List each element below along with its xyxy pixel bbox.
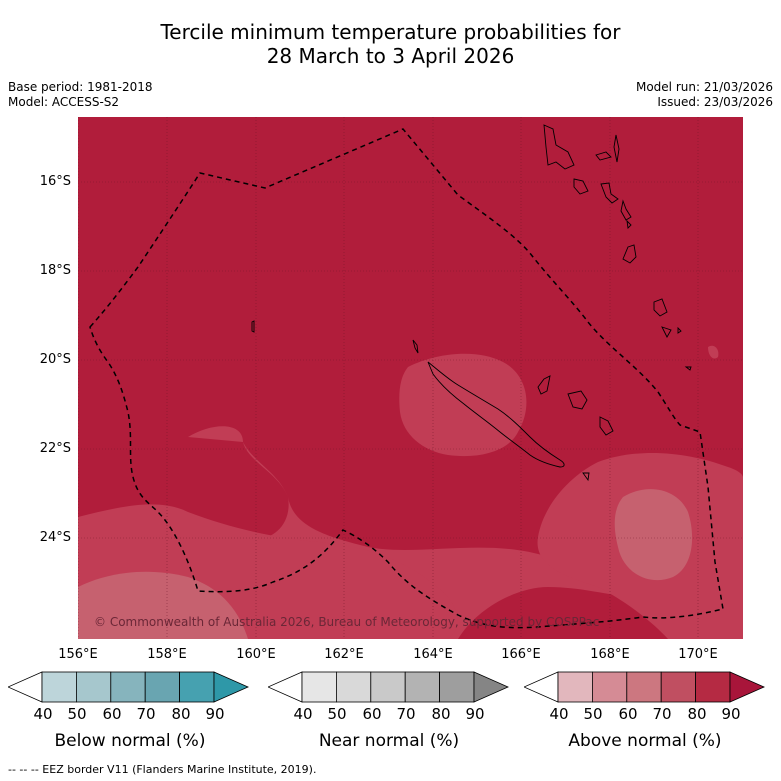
colorbar-segment — [592, 671, 628, 703]
cbar1-tick: 70 — [396, 705, 416, 723]
cbar0-tick: 90 — [205, 705, 225, 723]
copyright-notice: © Commonwealth of Australia 2026, Bureau… — [94, 615, 599, 629]
colorbar-high-extension — [213, 671, 249, 703]
shade-north-island-70 — [708, 345, 719, 359]
lon-label-160e: 160°E — [236, 647, 276, 662]
cbar2-tick: 50 — [583, 705, 603, 723]
title-line-1: Tercile minimum temperature probabilitie… — [160, 20, 621, 44]
cbar0-tick: 70 — [136, 705, 156, 723]
colorbar-low-extension — [268, 671, 303, 703]
cbar1-tick: 60 — [362, 705, 382, 723]
figure-title: Tercile minimum temperature probabilitie… — [0, 20, 781, 68]
colorbar-segment — [404, 671, 440, 703]
cbar2-tick: 70 — [652, 705, 672, 723]
shade-east-60 — [614, 489, 693, 581]
shade-southwest-60 — [78, 571, 248, 639]
colorbar-segment — [336, 671, 372, 703]
lon-label-158e: 158°E — [147, 647, 187, 662]
cbar2-tick: 60 — [618, 705, 638, 723]
probability-map: © Commonwealth of Australia 2026, Bureau… — [78, 117, 743, 639]
model-run: Model run: 21/03/2026 — [635, 80, 773, 94]
colorbar-segment — [41, 671, 77, 703]
map-panel: © Commonwealth of Australia 2026, Bureau… — [78, 117, 743, 639]
model-name: Model: ACCESS-S2 — [8, 95, 120, 109]
lat-label-20s: 20°S — [39, 352, 71, 367]
colorbar-segment — [76, 671, 112, 703]
shade-center-70 — [399, 353, 527, 457]
gridlines — [78, 117, 743, 639]
cbar1-tick: 80 — [431, 705, 451, 723]
colorbar-segment — [626, 671, 662, 703]
colorbar-below-title: Below normal (%) — [54, 731, 206, 751]
meta-left: Base period: 1981-2018 Model: ACCESS-S2 — [8, 80, 153, 110]
lat-label-22s: 22°S — [39, 441, 71, 456]
lat-label-18s: 18°S — [39, 263, 71, 278]
lon-label-170e: 170°E — [678, 647, 718, 662]
lon-label-156e: 156°E — [58, 647, 98, 662]
colorbar-high-extension — [729, 671, 765, 703]
cbar1-tick: 90 — [465, 705, 485, 723]
colorbar-segment — [660, 671, 696, 703]
eez-border — [89, 128, 724, 629]
cbar0-tick: 40 — [33, 705, 53, 723]
cbar1-tick: 40 — [293, 705, 313, 723]
cbar0-tick: 80 — [171, 705, 191, 723]
cbar1-tick: 50 — [327, 705, 347, 723]
colorbar-segment — [144, 671, 180, 703]
cbar0-tick: 60 — [102, 705, 122, 723]
lat-label-16s: 16°S — [39, 174, 71, 189]
colorbar-low-extension — [8, 671, 43, 703]
lat-label-24s: 24°S — [39, 530, 71, 545]
colorbar-segment — [695, 671, 731, 703]
lon-label-162e: 162°E — [324, 647, 364, 662]
colorbar-below-normal — [8, 671, 249, 703]
issued-date: Issued: 23/03/2026 — [657, 95, 773, 109]
colorbar-segment — [370, 671, 406, 703]
colorbar-above-normal — [524, 671, 765, 703]
cbar2-tick: 40 — [549, 705, 569, 723]
lon-label-164e: 164°E — [413, 647, 453, 662]
colorbar-segment — [557, 671, 593, 703]
colorbar-segment — [179, 671, 215, 703]
lon-label-168e: 168°E — [590, 647, 630, 662]
meta-right: Model run: 21/03/2026 Issued: 23/03/2026 — [636, 80, 773, 110]
colorbar-above-title: Above normal (%) — [568, 731, 722, 751]
colorbar-low-extension — [524, 671, 559, 703]
base-period: Base period: 1981-2018 — [8, 80, 153, 94]
eez-footnote: -- -- -- EEZ border V11 (Flanders Marine… — [8, 763, 317, 776]
colorbar-near-normal — [268, 671, 509, 703]
cbar2-tick: 80 — [687, 705, 707, 723]
colorbar-segment — [439, 671, 475, 703]
colorbar-segment — [110, 671, 146, 703]
colorbar-segment — [301, 671, 337, 703]
colorbar-near-title: Near normal (%) — [318, 731, 460, 751]
cbar2-tick: 90 — [721, 705, 741, 723]
islands — [251, 124, 692, 482]
lon-label-166e: 166°E — [501, 647, 541, 662]
cbar0-tick: 50 — [67, 705, 87, 723]
colorbar-high-extension — [473, 671, 509, 703]
title-line-2: 28 March to 3 April 2026 — [266, 44, 515, 68]
